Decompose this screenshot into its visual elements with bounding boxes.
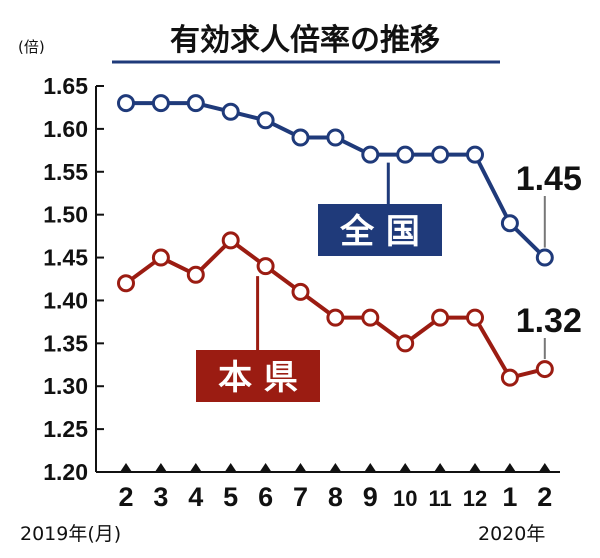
y-axis-ticks: 1.65 1.60 1.55 1.50 1.45 1.40 1.35 1.30 1.25 1.20 bbox=[43, 73, 104, 485]
x-axis-ticks: 2 3 4 5 6 7 8 9 10 11 12 1 2 bbox=[118, 463, 552, 512]
x-tick-mark bbox=[154, 463, 167, 472]
x-tick-label: 11 bbox=[428, 486, 451, 511]
y-tick-label: 1.30 bbox=[43, 373, 88, 399]
x-tick-label: 4 bbox=[188, 482, 203, 512]
data-point bbox=[256, 257, 275, 276]
data-point bbox=[466, 145, 484, 164]
data-point bbox=[151, 248, 170, 267]
x-tick-label: 9 bbox=[363, 482, 378, 512]
chart-title: 有効求人倍率の推移 bbox=[170, 23, 440, 58]
y-tick-label: 1.20 bbox=[43, 459, 88, 485]
callout-layer: 全 国本 県 1.45 1.32 bbox=[196, 160, 582, 402]
data-point bbox=[186, 265, 205, 284]
y-tick-label: 1.60 bbox=[43, 116, 88, 142]
x-tick-label: 5 bbox=[223, 482, 238, 512]
x-tick-label: 12 bbox=[463, 486, 487, 511]
data-point bbox=[117, 94, 135, 113]
x-start-year-label: 2019年(月) bbox=[20, 523, 121, 545]
data-point bbox=[256, 111, 275, 130]
data-point bbox=[326, 308, 345, 327]
x-tick-label: 10 bbox=[393, 486, 417, 511]
data-point bbox=[221, 102, 240, 121]
data-point bbox=[291, 128, 310, 147]
x-tick-mark bbox=[503, 463, 516, 472]
x-tick-mark bbox=[224, 463, 237, 472]
data-point bbox=[535, 360, 554, 379]
x-tick-label: 2 bbox=[537, 482, 552, 512]
data-point bbox=[117, 274, 135, 293]
data-point bbox=[466, 308, 484, 327]
y-tick-label: 1.55 bbox=[43, 159, 88, 185]
x-tick-mark bbox=[364, 463, 377, 472]
y-tick-label: 1.50 bbox=[43, 202, 88, 228]
data-point bbox=[500, 368, 519, 387]
data-point bbox=[396, 334, 415, 353]
prefecture-end-value: 1.32 bbox=[516, 302, 582, 340]
data-point bbox=[151, 94, 170, 113]
x-tick-mark bbox=[189, 463, 202, 472]
x-tick-label: 1 bbox=[502, 482, 517, 512]
y-tick-label: 1.25 bbox=[43, 416, 88, 442]
y-tick-label: 1.40 bbox=[43, 287, 88, 313]
data-point bbox=[326, 128, 345, 147]
x-tick-label: 6 bbox=[258, 482, 273, 512]
y-tick-label: 1.65 bbox=[43, 73, 88, 99]
x-tick-mark bbox=[294, 463, 307, 472]
x-tick-mark bbox=[120, 463, 132, 472]
x-tick-label: 3 bbox=[153, 482, 168, 512]
data-point bbox=[361, 308, 380, 327]
x-tick-mark bbox=[259, 463, 272, 472]
x-tick-mark bbox=[434, 463, 447, 472]
data-point bbox=[221, 231, 240, 250]
data-point bbox=[535, 248, 554, 267]
y-tick-label: 1.35 bbox=[43, 330, 88, 356]
prefecture-label-box bbox=[196, 350, 320, 402]
data-point bbox=[500, 214, 519, 233]
data-point bbox=[431, 308, 450, 327]
x-tick-label: 7 bbox=[293, 482, 308, 512]
x-tick-mark bbox=[399, 463, 412, 472]
x-tick-mark bbox=[538, 463, 551, 472]
x-tick-label: 2 bbox=[118, 482, 133, 512]
national-series-label: 全 国 bbox=[339, 212, 420, 252]
y-unit-label: (倍) bbox=[18, 38, 45, 56]
prefecture-series-label: 本 県 bbox=[218, 358, 298, 398]
x-tick-mark bbox=[329, 463, 342, 472]
x-tick-label: 8 bbox=[328, 482, 343, 512]
data-point bbox=[291, 282, 310, 301]
data-point bbox=[396, 145, 415, 164]
data-point bbox=[186, 94, 205, 113]
x-tick-mark bbox=[469, 463, 481, 472]
national-end-value: 1.45 bbox=[516, 160, 582, 198]
x-end-year-label: 2020年 bbox=[478, 523, 545, 545]
data-point bbox=[431, 145, 450, 164]
y-tick-label: 1.45 bbox=[43, 245, 88, 271]
series-layer bbox=[117, 94, 554, 387]
data-point bbox=[361, 145, 380, 164]
national-label-box bbox=[318, 204, 442, 256]
